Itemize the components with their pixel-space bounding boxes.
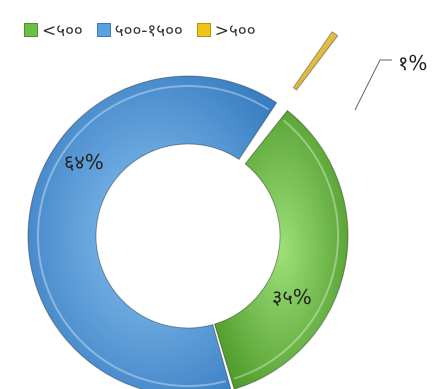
legend-swatch-lt500 [24, 22, 38, 37]
data-label-500-1500: ६४% [64, 150, 104, 174]
leader-line-gt500 [354, 59, 392, 111]
chart-legend: <५०० ५००-१५०० >५०० [24, 18, 256, 41]
legend-entry-lt500: <५०० [24, 18, 83, 41]
slice-lt500-bevel [233, 119, 339, 380]
slice-gt500 [292, 31, 339, 91]
legend-entry-500-1500: ५००-१५०० [96, 18, 183, 41]
legend-swatch-gt500 [196, 22, 211, 37]
legend-label-lt500: <५०० [42, 21, 83, 41]
slice-500-1500-bevel [37, 85, 270, 387]
legend-swatch-500-1500 [96, 22, 111, 37]
slice-500-1500 [27, 75, 278, 389]
slice-lt500 [213, 109, 349, 389]
data-label-gt500: १% [398, 51, 428, 75]
legend-label-500-1500: ५००-१५०० [114, 21, 183, 41]
legend-entry-gt500: >५०० [196, 18, 256, 41]
data-label-lt500: ३५% [272, 285, 312, 309]
legend-label-gt500: >५०० [214, 21, 256, 41]
